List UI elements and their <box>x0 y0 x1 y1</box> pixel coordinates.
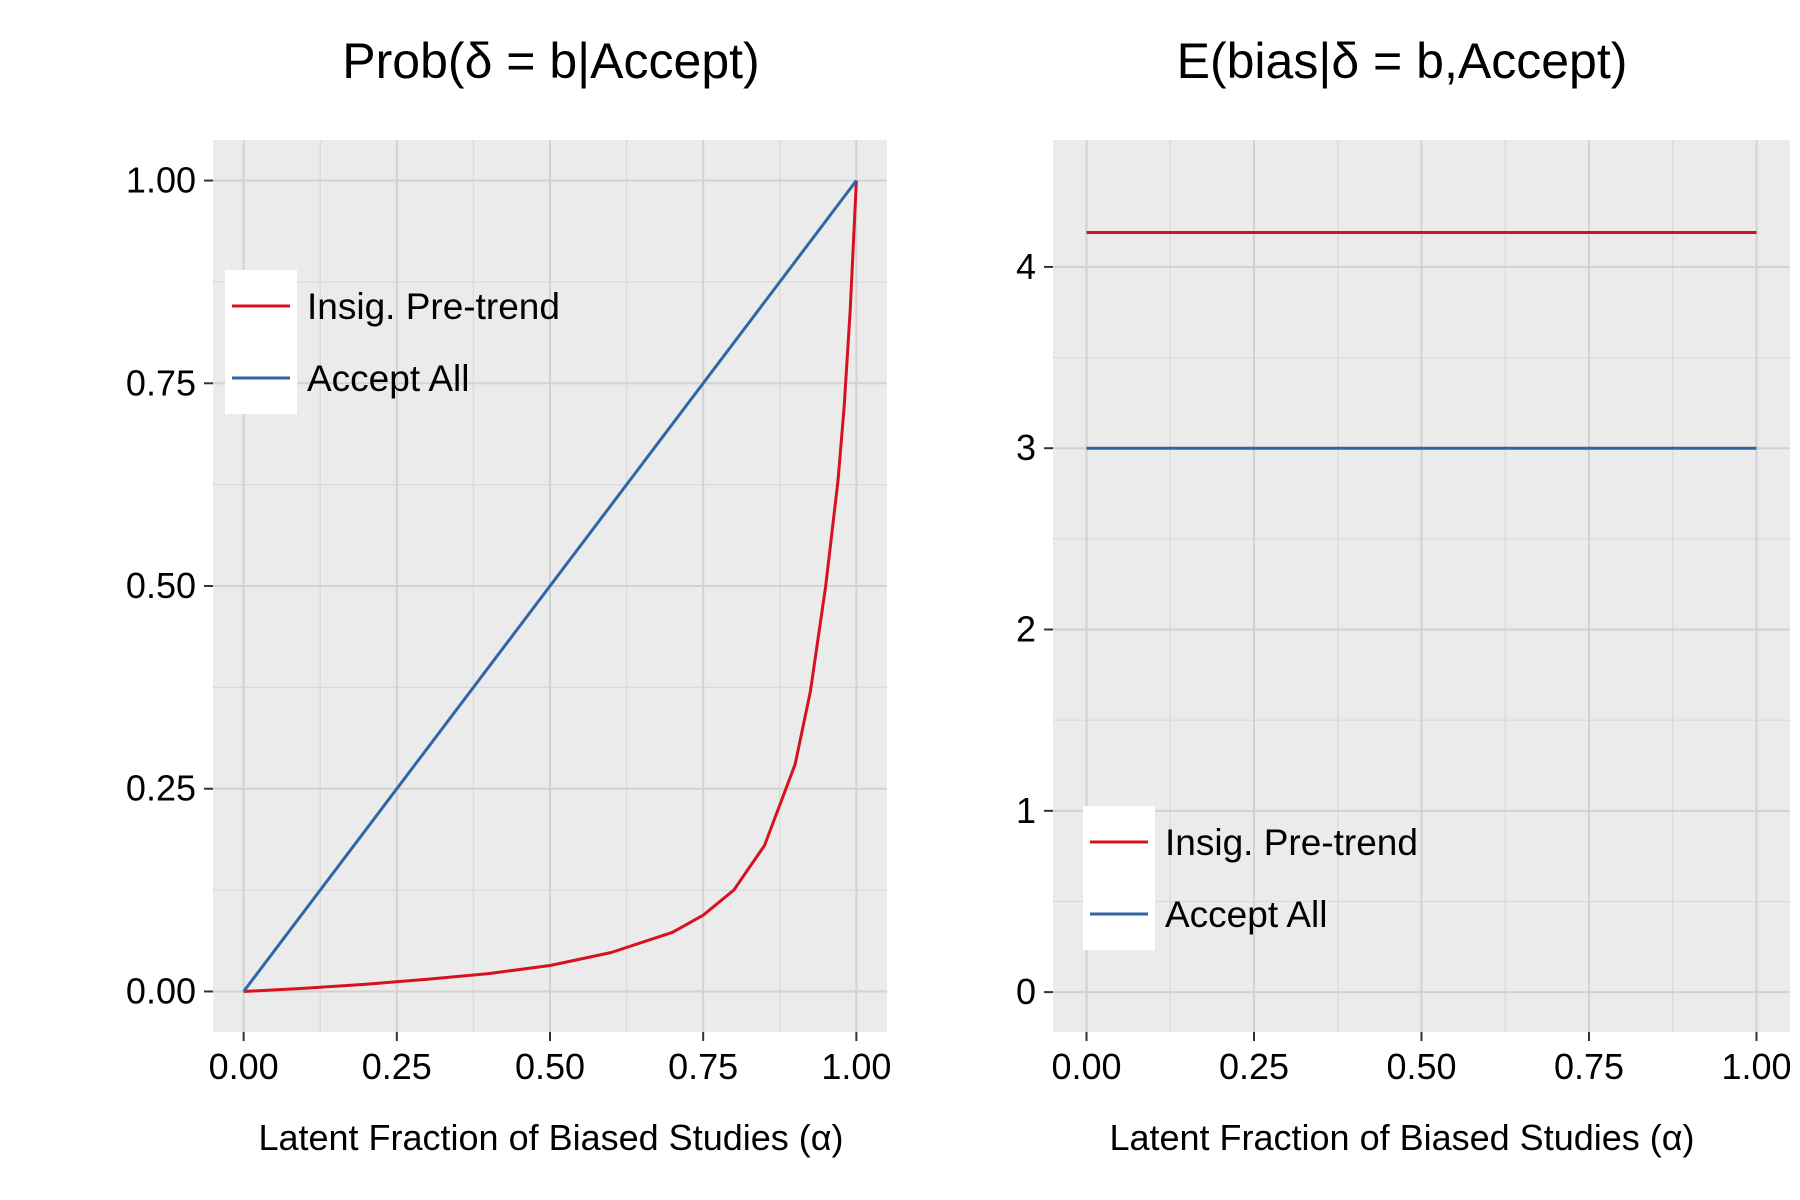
legend-key-box <box>1083 806 1155 950</box>
legend-label: Accept All <box>1165 894 1327 935</box>
y-tick-label: 0 <box>1016 971 1036 1012</box>
legend: Insig. Pre-trend Accept All <box>225 270 560 414</box>
x-axis-ticks: 0.00 0.25 0.50 0.75 1.00 <box>1051 1032 1792 1087</box>
y-axis-ticks: 0 1 2 3 4 <box>1016 246 1053 1012</box>
panel-probability: Prob(δ = b|Accept) 0.00 0.25 0.50 0.75 1.00 … <box>126 33 891 1158</box>
x-tick-label: 0.75 <box>1554 1046 1624 1087</box>
x-tick-label: 0.50 <box>1386 1046 1456 1087</box>
series-layer <box>242 179 858 993</box>
grid <box>1053 140 1790 1032</box>
x-tick-label: 0.75 <box>668 1046 738 1087</box>
x-tick-label: 0.50 <box>515 1046 585 1087</box>
panel-expected-bias: E(bias|δ = b,Accept) 0.00 0.25 0.50 0.75 1.0… <box>1016 33 1792 1158</box>
y-tick-label: 3 <box>1016 427 1036 468</box>
x-tick-label: 0.25 <box>362 1046 432 1087</box>
x-tick-label: 0.00 <box>209 1046 279 1087</box>
y-tick-label: 1 <box>1016 790 1036 831</box>
y-axis-ticks: 0.00 0.25 0.50 0.75 1.00 <box>126 160 213 1011</box>
y-tick-label: 0.50 <box>126 565 196 606</box>
x-axis-ticks: 0.00 0.25 0.50 0.75 1.00 <box>209 1032 891 1087</box>
y-tick-label: 4 <box>1016 246 1036 287</box>
y-tick-label: 1.00 <box>126 160 196 201</box>
series-line-accept-all <box>242 179 858 993</box>
x-axis-label: Latent Fraction of Biased Studies (α) <box>1109 1117 1694 1158</box>
y-tick-label: 0.75 <box>126 362 196 403</box>
y-tick-label: 0.00 <box>126 970 196 1011</box>
legend-label: Insig. Pre-trend <box>307 286 560 327</box>
x-tick-label: 0.00 <box>1051 1046 1121 1087</box>
x-tick-label: 1.00 <box>821 1046 891 1087</box>
legend-label: Insig. Pre-trend <box>1165 822 1418 863</box>
series-line-insig-pre-trend <box>243 180 858 993</box>
legend: Insig. Pre-trend Accept All <box>1083 806 1418 950</box>
legend-key-box <box>225 270 297 414</box>
x-tick-label: 0.25 <box>1219 1046 1289 1087</box>
series-layer <box>1086 231 1757 450</box>
y-tick-label: 0.25 <box>126 768 196 809</box>
legend-label: Accept All <box>307 358 469 399</box>
chart-title: E(bias|δ = b,Accept) <box>1177 33 1628 89</box>
chart-title: Prob(δ = b|Accept) <box>342 33 759 89</box>
x-tick-label: 1.00 <box>1721 1046 1791 1087</box>
y-tick-label: 2 <box>1016 609 1036 650</box>
x-axis-label: Latent Fraction of Biased Studies (α) <box>258 1117 843 1158</box>
